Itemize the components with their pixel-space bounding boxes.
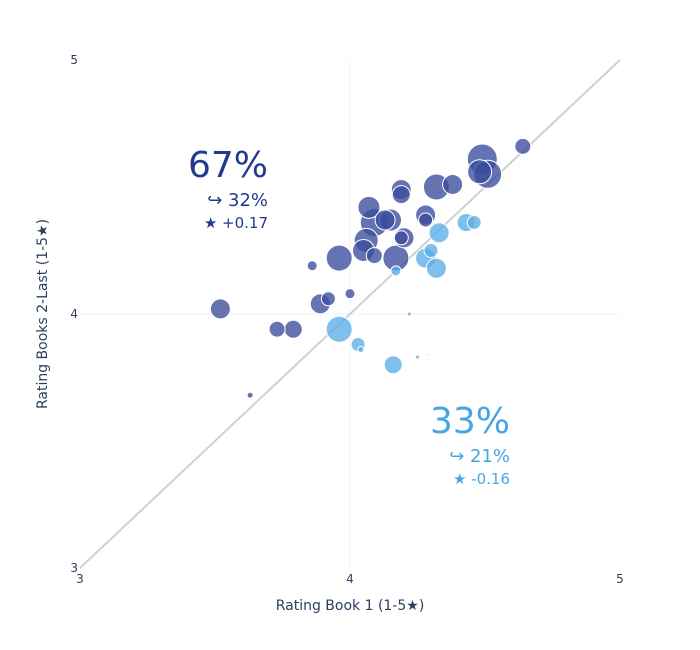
data-point-above — [365, 247, 383, 265]
data-point-above — [467, 159, 493, 185]
data-point-below — [383, 355, 403, 375]
annotation-above-sub: ↪ 32% — [207, 190, 268, 211]
data-point-above — [514, 137, 532, 155]
data-point-below — [390, 265, 402, 277]
data-point-above — [391, 185, 411, 205]
data-point-below — [415, 354, 420, 360]
y-tick-label: 3 — [70, 561, 78, 575]
data-point-below — [357, 346, 365, 354]
data-point-above — [320, 291, 336, 307]
annotation-below-sub: ↪ 21% — [449, 446, 510, 467]
annotation-above-diagonal: 67% ↪ 32% ★ +0.17 — [150, 148, 268, 231]
data-point-below — [428, 222, 450, 244]
data-point-above — [325, 244, 353, 272]
y-axis-title: Rating Books 2-Last (1-5★) — [35, 219, 51, 409]
data-point-above — [268, 320, 286, 338]
x-axis-title: Rating Book 1 (1-5★) — [276, 598, 425, 614]
x-tick-label: 4 — [346, 572, 354, 586]
data-point-above — [357, 195, 381, 219]
annotation-below-star: ★ -0.16 — [452, 470, 510, 488]
data-point-above — [209, 298, 231, 320]
data-point-below — [466, 215, 482, 231]
data-point-below — [423, 243, 439, 258]
data-points — [209, 137, 532, 399]
annotation-above-percent: 67% — [187, 145, 268, 186]
data-point-above — [283, 319, 303, 339]
data-point-above — [344, 288, 356, 300]
axis-ticks: 3 4 5 3 4 5 — [70, 53, 623, 586]
data-point-below — [406, 311, 412, 317]
x-tick-label: 3 — [76, 572, 84, 586]
data-point-above — [374, 209, 396, 231]
data-point-above — [442, 173, 464, 195]
data-point-below — [425, 257, 447, 279]
data-point-above — [393, 230, 409, 246]
data-point-above — [418, 212, 434, 228]
data-point-above — [246, 391, 254, 399]
y-tick-label: 5 — [70, 53, 78, 67]
annotation-below-diagonal: 33% ↪ 21% ★ -0.16 — [392, 404, 510, 487]
data-point-above — [306, 260, 318, 272]
y-tick-label: 4 — [70, 307, 78, 321]
data-point-below — [325, 315, 353, 343]
data-point-below — [426, 353, 430, 357]
x-tick-label: 5 — [616, 572, 624, 586]
annotation-below-percent: 33% — [429, 401, 510, 442]
annotation-above-star: ★ +0.17 — [203, 214, 268, 232]
